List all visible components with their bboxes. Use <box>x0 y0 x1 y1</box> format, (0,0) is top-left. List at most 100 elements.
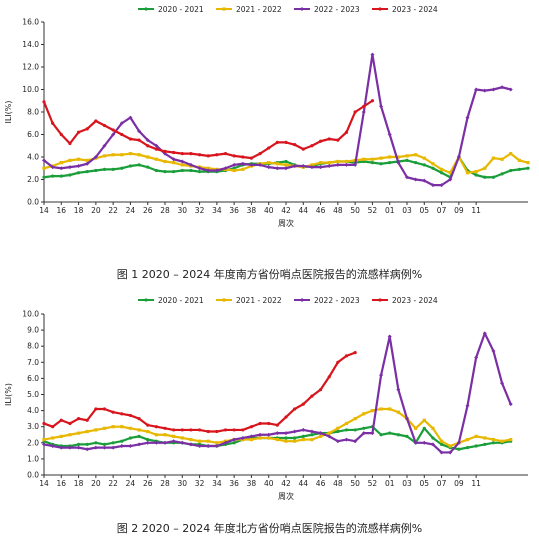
data-point <box>119 121 124 126</box>
data-point <box>500 157 504 161</box>
data-point <box>310 394 314 398</box>
data-point <box>344 421 349 426</box>
data-point <box>267 161 271 165</box>
data-point <box>301 427 306 432</box>
data-point <box>50 444 55 449</box>
data-point <box>146 429 150 434</box>
data-point <box>163 149 167 153</box>
caption-north: 图 2 2020 – 2024 年度北方省份哨点医院报告的流感样病例% <box>116 522 423 535</box>
data-point <box>327 164 332 168</box>
data-point <box>483 166 487 170</box>
data-point <box>85 127 89 131</box>
data-point <box>379 162 383 166</box>
data-point <box>267 436 271 440</box>
data-point <box>379 407 383 411</box>
y-tick-label: 10.0 <box>22 310 39 319</box>
data-point <box>137 434 141 438</box>
data-point <box>94 441 98 445</box>
data-point <box>439 450 444 455</box>
data-point <box>215 429 219 434</box>
data-point <box>388 161 392 165</box>
data-point <box>146 165 150 169</box>
data-point <box>42 100 46 104</box>
data-point <box>353 351 357 355</box>
legend-label: 2021 - 2022 <box>236 5 282 14</box>
x-tick-label: 01 <box>385 479 395 488</box>
legend-label: 2023 - 2024 <box>392 5 438 14</box>
data-point <box>284 159 288 164</box>
data-point <box>335 162 340 167</box>
data-point <box>76 442 81 447</box>
data-point <box>353 439 358 444</box>
data-point <box>76 445 81 450</box>
data-point <box>180 159 185 164</box>
data-point <box>59 161 63 165</box>
data-point <box>508 402 513 407</box>
data-point <box>396 387 401 392</box>
data-point <box>172 428 176 432</box>
data-point <box>137 129 142 134</box>
x-tick-label: 18 <box>74 206 84 215</box>
data-point <box>51 174 55 178</box>
data-point <box>362 426 366 430</box>
data-point <box>370 431 375 436</box>
data-point <box>249 162 254 167</box>
data-point <box>120 166 124 170</box>
y-tick-label: 4.0 <box>27 153 39 162</box>
data-point <box>163 159 167 164</box>
data-point <box>128 152 133 156</box>
legend-swatch-marker <box>300 298 304 302</box>
data-point <box>154 143 159 148</box>
data-point <box>387 132 392 137</box>
data-point <box>293 439 297 443</box>
legend-swatch-marker <box>144 298 148 302</box>
data-point <box>188 162 193 167</box>
data-point <box>111 445 116 450</box>
data-point <box>189 428 193 432</box>
data-point <box>189 152 193 156</box>
data-point <box>76 417 81 421</box>
y-tick-label: 8.0 <box>27 108 39 117</box>
data-point <box>258 162 263 167</box>
data-point <box>310 163 314 167</box>
data-point <box>223 152 228 156</box>
data-point <box>111 425 115 429</box>
data-point <box>128 426 133 430</box>
x-tick-label: 14 <box>39 206 49 215</box>
data-point <box>370 52 375 57</box>
data-point <box>430 442 435 447</box>
data-point <box>508 87 513 92</box>
legend-label: 2020 - 2021 <box>158 5 204 14</box>
data-point <box>500 381 505 386</box>
data-point <box>180 152 184 156</box>
data-point <box>284 439 288 443</box>
data-point <box>137 138 141 142</box>
data-point <box>344 437 349 442</box>
data-point <box>405 416 409 421</box>
data-point <box>145 440 150 445</box>
data-point <box>137 153 141 157</box>
data-point <box>249 156 254 160</box>
data-point <box>439 167 444 171</box>
caption-south: 图 1 2020 – 2024 年度南方省份哨点医院报告的流感样病例% <box>116 268 423 281</box>
y-tick-label: 8.0 <box>27 342 39 351</box>
x-tick-label: 20 <box>91 479 101 488</box>
data-point <box>327 137 331 141</box>
data-point <box>465 171 470 175</box>
data-point <box>206 429 210 434</box>
x-tick-label: 28 <box>160 206 170 215</box>
data-point <box>241 167 245 171</box>
data-point <box>267 146 271 150</box>
x-tick-label: 38 <box>247 479 257 488</box>
x-tick-label: 24 <box>126 479 136 488</box>
data-point <box>51 121 55 125</box>
data-point <box>266 432 271 437</box>
data-point <box>379 104 384 109</box>
data-point <box>85 429 89 434</box>
data-point <box>310 433 314 437</box>
data-point <box>275 437 279 442</box>
data-point <box>474 444 478 448</box>
data-point <box>482 88 487 93</box>
legend-label: 2021 - 2022 <box>236 296 282 305</box>
data-point <box>483 436 487 440</box>
